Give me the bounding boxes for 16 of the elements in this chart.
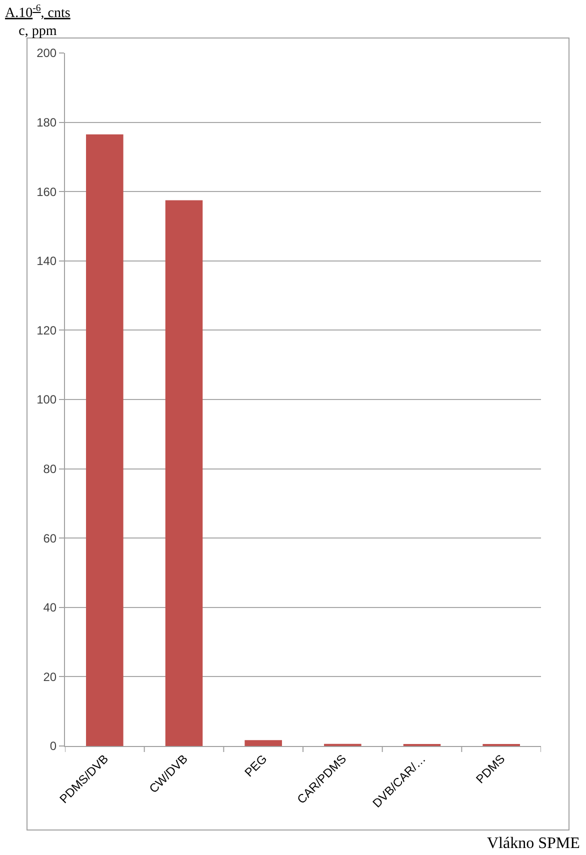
x-axis-title: Vlákno SPME: [487, 835, 580, 852]
y-tick-label: 0: [50, 739, 57, 754]
y-tick-label: 20: [43, 670, 57, 684]
y-tick-label: 80: [43, 462, 57, 476]
y-tick-label: 140: [36, 254, 57, 268]
y-axis-title: A.10$^{-6}$, cnts c, ppm: [5, 3, 70, 40]
y-tick-label: 180: [36, 116, 57, 130]
bar: [244, 740, 282, 746]
y-tick-label: 40: [43, 600, 57, 615]
y-tick-label: 160: [36, 184, 57, 199]
y-tick-label: 200: [36, 46, 57, 60]
y-tick-label: 60: [43, 531, 57, 546]
y-tick-label: 120: [36, 323, 57, 338]
y-tick-label: 100: [36, 392, 57, 407]
bar: [165, 200, 203, 746]
bar: [86, 134, 124, 746]
